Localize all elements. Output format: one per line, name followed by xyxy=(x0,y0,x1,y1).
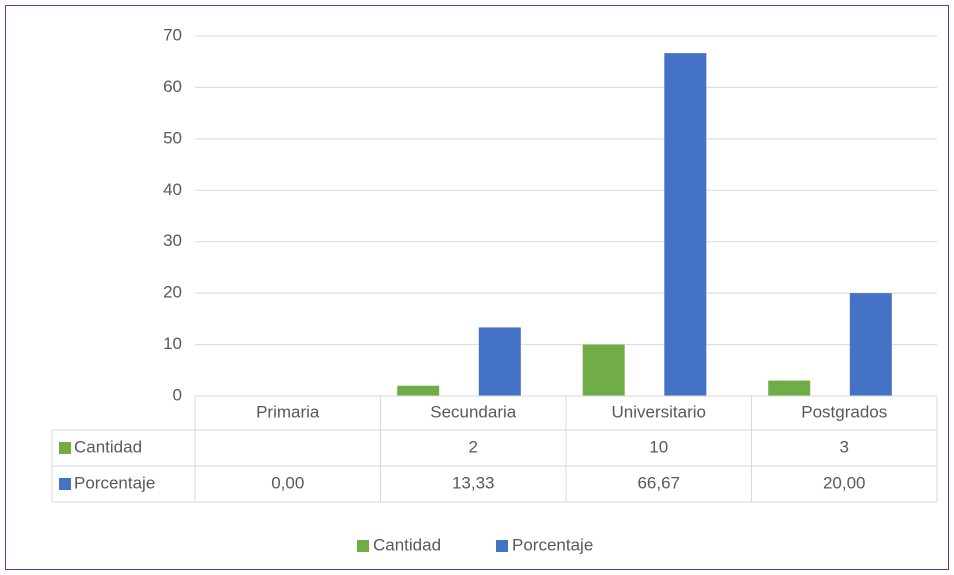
bar xyxy=(768,380,811,396)
table-cell: 13,33 xyxy=(452,473,495,492)
table-cell: 20,00 xyxy=(823,473,866,492)
legend-label: Porcentaje xyxy=(512,535,593,554)
table-legend-key xyxy=(59,478,71,490)
legend-label: Cantidad xyxy=(373,535,441,554)
x-tick-label: Postgrados xyxy=(801,402,887,421)
table-legend-key xyxy=(59,442,71,454)
y-tick-label: 50 xyxy=(163,128,182,147)
x-tick-label: Secundaria xyxy=(430,402,517,421)
table-cell: 3 xyxy=(840,437,849,456)
y-tick-label: 0 xyxy=(173,385,182,404)
y-tick-label: 70 xyxy=(163,25,182,44)
table-row-label: Cantidad xyxy=(74,437,142,456)
bar xyxy=(582,344,625,396)
bar xyxy=(664,53,707,397)
table-cell: 0,00 xyxy=(271,473,304,492)
y-tick-label: 60 xyxy=(163,77,182,96)
x-tick-label: Universitario xyxy=(612,402,706,421)
y-tick-label: 10 xyxy=(163,334,182,353)
bar xyxy=(397,385,440,396)
legend-key xyxy=(496,540,508,552)
legend-key xyxy=(357,540,369,552)
x-tick-label: Primaria xyxy=(256,402,320,421)
bar xyxy=(849,293,892,396)
table-cell: 66,67 xyxy=(637,473,680,492)
y-tick-label: 30 xyxy=(163,231,182,250)
chart-frame xyxy=(5,5,949,570)
table-cell: 2 xyxy=(469,437,478,456)
y-tick-label: 20 xyxy=(163,283,182,302)
table-cell: 10 xyxy=(649,437,668,456)
table-row-label: Porcentaje xyxy=(74,473,155,492)
y-tick-label: 40 xyxy=(163,180,182,199)
bar xyxy=(478,327,521,396)
